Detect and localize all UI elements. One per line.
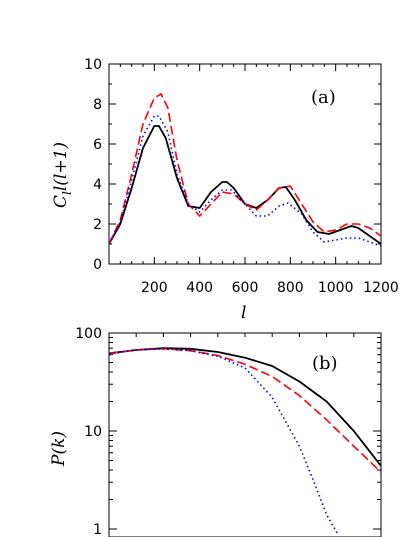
panel-a-y-tick-label: 6 (93, 137, 102, 153)
panel-a-frame (108, 63, 382, 265)
panel-a-x-tick-label: 200 (141, 280, 168, 296)
panel-b-y-tick-label: 1 (93, 522, 102, 537)
panel-a-x-tick-label: 1200 (363, 280, 399, 296)
panel-a-y-tick-label: 4 (93, 177, 102, 193)
panel-b-series-1-line (109, 347, 381, 473)
panel-b-series-0-line (109, 347, 381, 467)
panel-b-y-axis-title: P(k) (49, 431, 69, 467)
panel-a-y-tick-label: 10 (84, 57, 102, 73)
panel-a-y-tick-label: 0 (93, 257, 102, 273)
panel-b-label: (b) (312, 353, 338, 374)
panel-a-x-tick-label: 600 (232, 280, 259, 296)
panel-b-y-tick-label: 10 (84, 424, 102, 440)
panel-a-y-title-sub: l (60, 191, 74, 195)
panel-a-x-tick-label: 800 (277, 280, 304, 296)
panel-a-x-tick-label: 400 (186, 280, 213, 296)
panel-a-axes: 200 400 600 800 1000 1200 0 2 4 6 8 10 (84, 57, 399, 296)
panel-b-series (109, 347, 381, 534)
panel-b-y-tick-label: 100 (75, 326, 102, 342)
panel-a-series-1-line (109, 93, 381, 245)
panel-b-series-2-line (109, 347, 339, 534)
panel-a-series-0-line (109, 125, 381, 245)
panel-a-y-axis-title: Cll(l+1) (51, 142, 74, 208)
panel-a-series (109, 93, 381, 247)
panel-a-x-tick-label: 1000 (318, 280, 354, 296)
panel-a-y-title-rest: l(l+1) (51, 142, 71, 191)
panel-a-y-tick-label: 2 (93, 217, 102, 233)
panel-a-y-title-base: C (51, 195, 71, 208)
panel-a-y-tick-label: 8 (93, 97, 102, 113)
panel-b: 1 10 100 (b) P(k) (49, 326, 382, 537)
panel-b-axes: 1 10 100 (75, 326, 382, 537)
panel-a-label: (a) (311, 87, 336, 108)
panel-a-x-axis-title: l (241, 303, 246, 323)
